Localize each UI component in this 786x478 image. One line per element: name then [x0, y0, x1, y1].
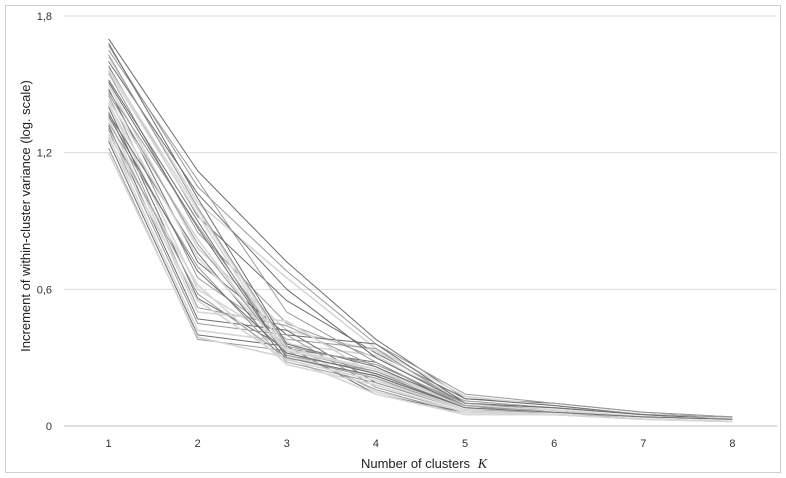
series-line — [108, 95, 733, 420]
y-tick-label: 0,6 — [37, 284, 52, 296]
series-line — [108, 93, 733, 420]
y-tick-label: 0 — [46, 421, 52, 433]
series-line — [108, 65, 733, 418]
series-line — [108, 125, 733, 420]
x-tick-label: 2 — [195, 438, 201, 450]
series-line — [108, 115, 733, 420]
series-line — [107, 99, 733, 420]
y-tick-label: 1,8 — [37, 11, 52, 23]
x-tick-label: 8 — [729, 438, 735, 450]
tick-labels: 0 0,6 1,2 1,8 1 2 3 4 5 6 7 8 — [37, 11, 736, 450]
x-tick-label: 5 — [462, 438, 468, 450]
y-tick-label: 1,2 — [37, 148, 52, 160]
series-line — [107, 133, 733, 423]
series-line — [107, 138, 733, 423]
x-tick-label: 4 — [373, 438, 379, 450]
chart-frame: 0 0,6 1,2 1,8 1 2 3 4 5 6 7 8 Increment of within-c… — [5, 5, 781, 473]
line-chart: 0 0,6 1,2 1,8 1 2 3 4 5 6 7 8 Increment of within-c… — [18, 11, 777, 472]
x-tick-label: 7 — [640, 438, 646, 450]
series-line — [108, 88, 733, 420]
x-tick-label: 6 — [551, 438, 557, 450]
x-axis-title-text: Number of clusters — [361, 456, 471, 471]
x-tick-label: 3 — [284, 438, 290, 450]
series-line — [108, 90, 733, 420]
series-line — [108, 61, 733, 420]
x-axis-title: Number of clusters K — [361, 456, 488, 472]
series-line — [108, 45, 733, 418]
x-tick-label: 1 — [106, 438, 112, 450]
y-axis-title: Increment of within-cluster variance (lo… — [18, 80, 33, 352]
gridlines — [64, 15, 777, 290]
series-line — [107, 136, 733, 423]
x-axis-title-symbol: K — [477, 457, 488, 472]
series-lines — [107, 38, 733, 423]
